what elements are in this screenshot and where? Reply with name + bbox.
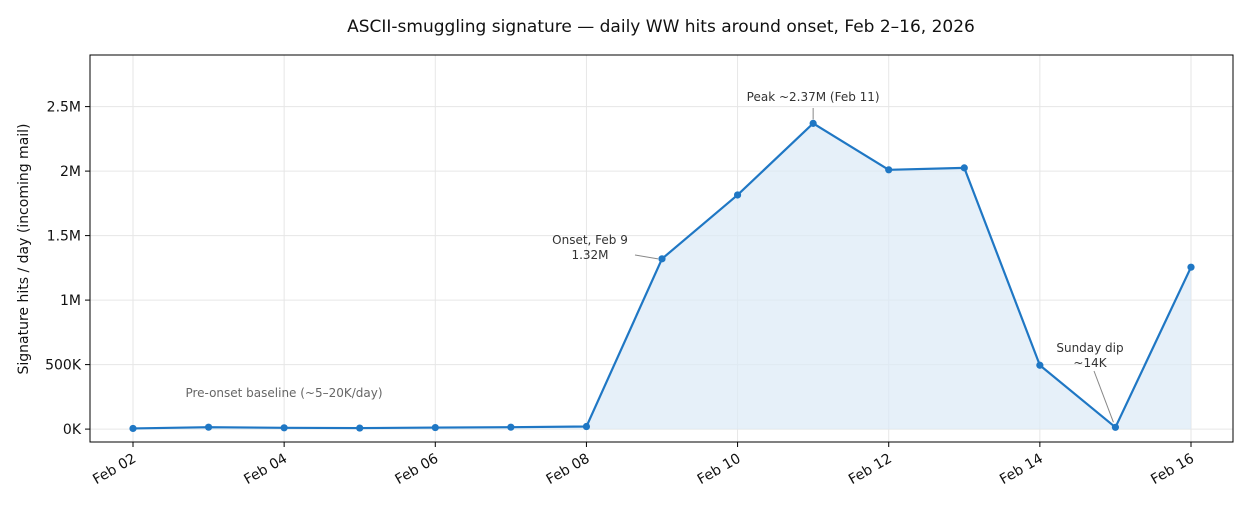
x-tick-label: Feb 06	[393, 451, 442, 488]
data-point	[507, 423, 515, 431]
x-tick-label: Feb 08	[544, 451, 593, 488]
data-point	[1187, 263, 1195, 271]
y-tick-label: 2M	[60, 164, 81, 180]
peak-annotation: Peak ~2.37M (Feb 11)	[747, 90, 880, 104]
sunday-dip-annotation: ~14K	[1073, 356, 1107, 370]
x-tick-label: Feb 14	[997, 451, 1046, 488]
x-tick-label: Feb 12	[846, 451, 895, 488]
onset-leader-line	[634, 254, 659, 260]
y-axis-label: Signature hits / day (incoming mail)	[16, 123, 32, 374]
data-point	[1036, 361, 1044, 369]
data-point	[658, 255, 666, 263]
point-layer	[129, 119, 1195, 433]
data-point	[1111, 423, 1120, 431]
y-tick-label: 2.5M	[47, 100, 81, 116]
data-point	[885, 166, 893, 174]
x-tick-label: Feb 04	[241, 451, 290, 488]
data-point	[960, 164, 968, 172]
data-point	[129, 424, 137, 433]
x-tick-label: Feb 02	[90, 451, 139, 488]
x-tick-label: Feb 10	[695, 451, 744, 488]
data-point	[280, 424, 288, 432]
chart-title: ASCII-smuggling signature — daily WW hit…	[347, 17, 975, 37]
data-point	[809, 119, 817, 127]
y-tick-label: 1M	[60, 293, 81, 309]
data-point	[204, 423, 213, 431]
onset-annotation: Onset, Feb 9	[552, 233, 628, 247]
area-layer	[133, 123, 1191, 430]
plot-frame	[89, 54, 1234, 443]
onset-annotation: 1.32M	[571, 248, 608, 262]
data-point	[356, 424, 364, 432]
series-area-fill	[133, 123, 1191, 430]
y-tick-label: 500K	[45, 358, 82, 374]
baseline-annotation: Pre-onset baseline (~5–20K/day)	[185, 386, 382, 400]
axis-layer: 0K 500K 1M 1.5M 2M 2.5M Feb 02 Feb 04 Feb 06 Feb …	[45, 100, 1197, 488]
sunday-dip-annotation: Sunday dip	[1056, 341, 1123, 355]
x-tick-label: Feb 16	[1148, 451, 1197, 488]
data-point	[733, 191, 742, 199]
data-point	[582, 422, 591, 431]
annotation-layer: Peak ~2.37M (Feb 11) Onset, Feb 91.32M Sun…	[185, 90, 1124, 423]
y-tick-label: 0K	[63, 422, 82, 438]
y-tick-label: 1.5M	[47, 229, 81, 245]
sunday-dip-leader-line	[1093, 370, 1114, 423]
data-point	[431, 423, 439, 432]
